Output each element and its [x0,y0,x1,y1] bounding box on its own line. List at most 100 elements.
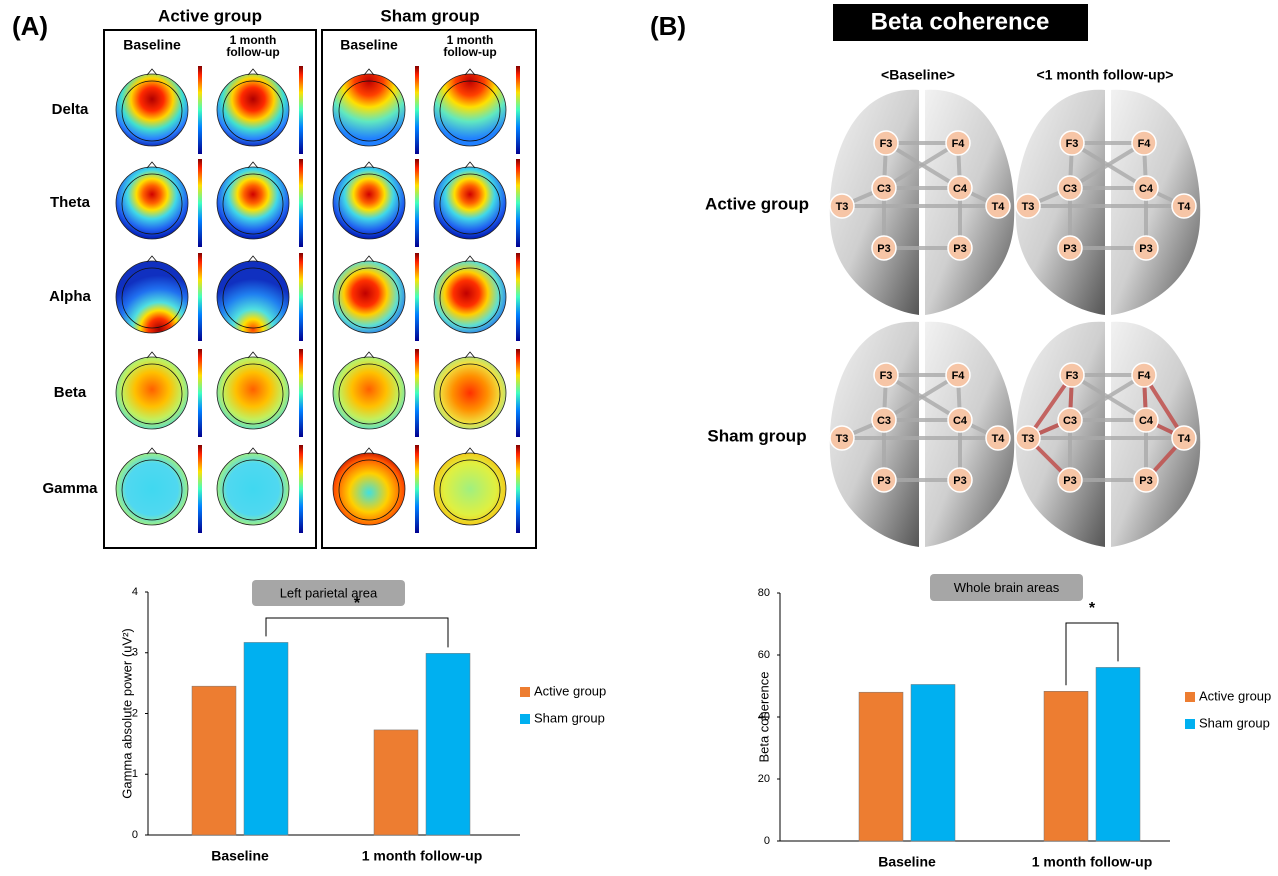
colorbar [198,349,202,437]
y-tick-label: 20 [758,773,770,785]
topomap [333,167,405,239]
colorbar [516,445,520,533]
band-label: Alpha [49,288,91,305]
electrode-label: C4 [1139,415,1154,427]
legend-label: Sham group [1199,715,1270,730]
colorbar [516,349,520,437]
electrode-label: C4 [953,183,968,195]
electrode-label: P3 [953,475,966,487]
electrode-label: F4 [952,138,966,150]
colorbar [516,159,520,247]
electrode-label: F4 [1138,138,1152,150]
bar [426,653,470,835]
figure: (A) Active group Sham group Baseline 1 month… [0,0,1278,876]
y-tick-label: 0 [132,829,138,841]
topomap [434,357,506,429]
electrode-label: F4 [952,370,966,382]
y-tick-label: 60 [758,649,770,661]
electrode-label: T3 [836,201,849,213]
y-tick-label: 0 [764,835,770,847]
electrode-label: P3 [1139,243,1152,255]
electrode-label: F4 [1138,370,1152,382]
bar [911,684,955,841]
electrode-label: C3 [877,183,891,195]
band-label: Gamma [42,480,98,497]
topomap [333,261,405,333]
colorbar [198,159,202,247]
topomap [116,357,188,429]
timepoint-label: follow-up [226,45,279,59]
colorbar [415,66,419,154]
timepoint-label: <1 month follow-up> [1037,67,1174,83]
electrode-label: T4 [992,433,1006,445]
topomap [434,261,506,333]
group-title: Active group [158,6,262,25]
timepoint-label: follow-up [443,45,496,59]
legend-label: Active group [1199,688,1271,703]
colorbar [516,66,520,154]
colorbar [415,253,419,341]
panel-title: Beta coherence [871,8,1050,35]
electrode-label: T4 [1178,433,1192,445]
topomap [116,261,188,333]
band-label: Beta [54,384,87,401]
bar [1044,691,1088,841]
timepoint-label: Baseline [340,37,398,53]
electrode-label: P3 [877,475,890,487]
legend-swatch [520,687,530,697]
topomap [217,74,289,146]
colorbar [299,66,303,154]
electrode-label: C4 [953,415,968,427]
bar [859,692,903,841]
electrode-label: T4 [1178,201,1192,213]
colorbar [299,253,303,341]
y-tick-label: 4 [132,586,138,598]
legend-label: Active group [534,683,606,698]
bar [1096,667,1140,841]
electrode-label: C3 [1063,183,1077,195]
band-label: Theta [50,194,91,211]
legend-label: Sham group [534,710,605,725]
topomap [217,261,289,333]
group-title: Sham group [380,6,479,25]
topomap [217,167,289,239]
topomap [116,74,188,146]
electrode-label: C3 [1063,415,1077,427]
electrode-label: P3 [953,243,966,255]
bar [192,686,236,835]
legend-swatch [520,714,530,724]
group-label: Sham group [707,426,806,445]
legend-swatch [1185,719,1195,729]
colorbar [415,445,419,533]
significance-bracket [266,618,448,647]
colorbar [198,253,202,341]
electrode-label: P3 [1063,475,1076,487]
y-axis-label: Beta coherence [756,671,771,762]
significance-mark: * [354,595,361,612]
topomap [434,167,506,239]
colorbar [415,349,419,437]
bar [244,642,288,835]
electrode-label: C4 [1139,183,1154,195]
x-tick-label: Baseline [878,854,936,870]
colorbar [299,159,303,247]
electrode-label: F3 [880,138,893,150]
topomap [333,74,405,146]
annotation: Whole brain areas [954,580,1060,595]
group-label: Active group [705,194,809,213]
electrode-label: C3 [877,415,891,427]
colorbar [299,445,303,533]
band-label: Delta [52,101,89,118]
electrode-label: F3 [1066,138,1079,150]
y-tick-label: 80 [758,587,770,599]
electrode-label: F3 [1066,370,1079,382]
topomap [333,453,405,525]
bar [374,730,418,835]
electrode-label: P3 [1063,243,1076,255]
panel-label: (A) [12,11,48,41]
topomap [116,453,188,525]
topomap [116,167,188,239]
annotation: Left parietal area [280,585,378,600]
x-tick-label: 1 month follow-up [362,848,483,864]
timepoint-label: Baseline [123,37,181,53]
